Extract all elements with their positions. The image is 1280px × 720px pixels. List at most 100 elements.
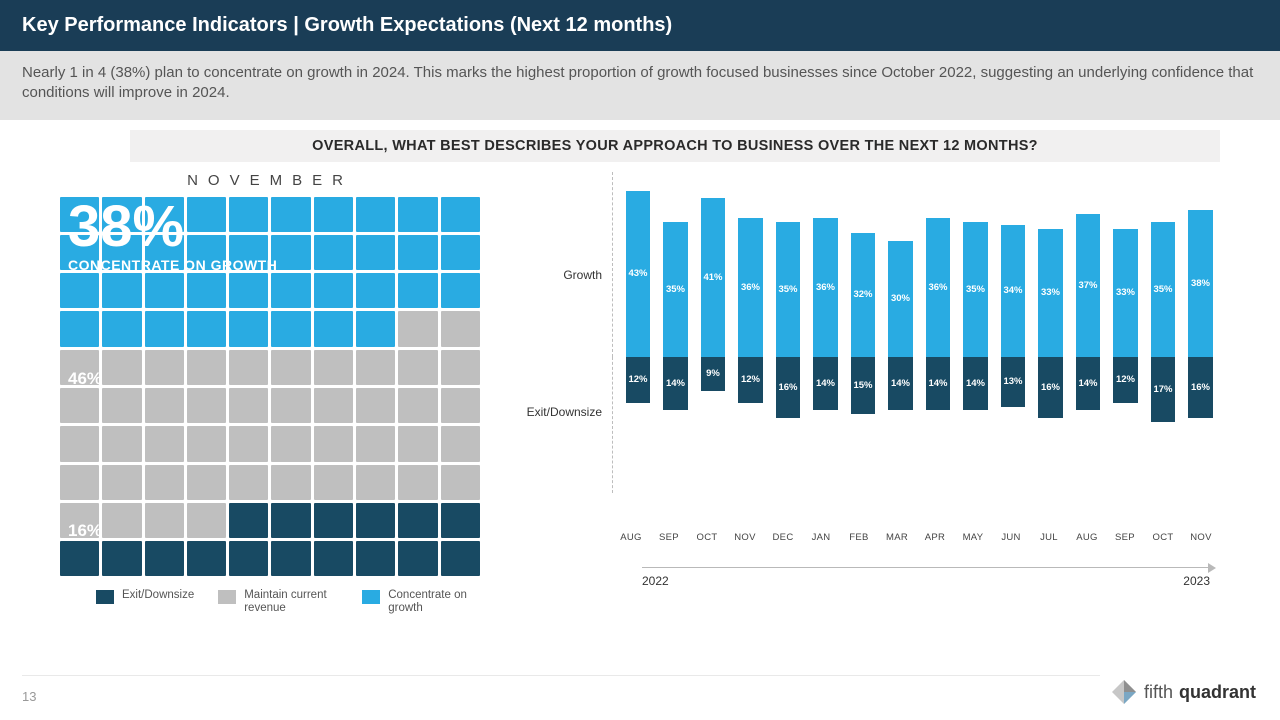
waffle-cell bbox=[102, 235, 141, 270]
chart-wrap: Growth Exit/Downsize 43%12%35%14%41%9%36… bbox=[522, 172, 1220, 542]
exit-bar: 14% bbox=[963, 357, 988, 411]
growth-bar-label: 33% bbox=[1116, 287, 1135, 298]
waffle-cell bbox=[356, 426, 395, 461]
legend-swatch bbox=[218, 590, 236, 604]
waffle-cell bbox=[356, 273, 395, 308]
waffle-cell bbox=[60, 388, 99, 423]
waffle-cell bbox=[187, 426, 226, 461]
exit-bar: 13% bbox=[1001, 357, 1026, 407]
exit-bar-label: 14% bbox=[928, 378, 947, 389]
subtitle-text: Nearly 1 in 4 (38%) plan to concentrate … bbox=[22, 64, 1253, 101]
legend-swatch bbox=[362, 590, 380, 604]
waffle-cell bbox=[356, 388, 395, 423]
waffle-month-label: NOVEMBER bbox=[60, 172, 480, 189]
waffle-cell bbox=[398, 235, 437, 270]
waffle-cell bbox=[271, 350, 310, 385]
x-axis-label: FEB bbox=[840, 532, 878, 543]
legend-item: Concentrate on growth bbox=[362, 589, 480, 615]
waffle-cell bbox=[229, 273, 268, 308]
growth-bar: 41% bbox=[701, 198, 726, 356]
x-axis-label: SEP bbox=[650, 532, 688, 543]
x-axis-label: DEC bbox=[764, 532, 802, 543]
y-guide-up bbox=[612, 172, 613, 357]
waffle-cell bbox=[441, 465, 480, 500]
waffle-cell bbox=[145, 388, 184, 423]
growth-bar: 30% bbox=[888, 241, 913, 357]
waffle-cell bbox=[187, 541, 226, 576]
exit-bar: 9% bbox=[701, 357, 726, 392]
y-label-exit: Exit/Downsize bbox=[512, 405, 602, 419]
waffle-cell bbox=[398, 426, 437, 461]
waffle-cell bbox=[441, 235, 480, 270]
page-title: Key Performance Indicators | Growth Expe… bbox=[22, 14, 672, 36]
waffle-cell bbox=[441, 311, 480, 346]
waffle-cell bbox=[314, 541, 353, 576]
x-axis-label: OCT bbox=[688, 532, 726, 543]
x-axis-label: NOV bbox=[1182, 532, 1220, 543]
waffle-cell bbox=[187, 503, 226, 538]
page-number: 13 bbox=[22, 689, 36, 704]
waffle-cell bbox=[145, 350, 184, 385]
bars-container: 43%12%35%14%41%9%36%12%35%16%36%14%32%15… bbox=[622, 172, 1220, 542]
legend-item: Exit/Downsize bbox=[96, 589, 194, 604]
legend-label: Exit/Downsize bbox=[122, 589, 194, 602]
waffle-legend: Exit/DownsizeMaintain current revenueCon… bbox=[60, 589, 480, 615]
waffle-cell bbox=[441, 350, 480, 385]
waffle-cell bbox=[229, 426, 268, 461]
waffle-cell bbox=[271, 541, 310, 576]
exit-bar-label: 16% bbox=[778, 382, 797, 393]
waffle-cell bbox=[187, 273, 226, 308]
waffle-cell bbox=[145, 541, 184, 576]
growth-bar-label: 36% bbox=[816, 282, 835, 293]
bar-group: 36% 14% bbox=[922, 172, 958, 542]
waffle-cell bbox=[314, 197, 353, 232]
waffle-cell bbox=[102, 426, 141, 461]
growth-bar-label: 35% bbox=[966, 284, 985, 295]
waffle-cell bbox=[441, 388, 480, 423]
bar-group: 33%16% bbox=[1035, 172, 1071, 542]
exit-bar-label: 14% bbox=[816, 378, 835, 389]
waffle-cell bbox=[398, 350, 437, 385]
waffle-cell bbox=[314, 273, 353, 308]
waffle-cell bbox=[271, 426, 310, 461]
waffle-cell bbox=[314, 235, 353, 270]
x-axis-label: JAN bbox=[802, 532, 840, 543]
waffle-cell bbox=[229, 235, 268, 270]
waffle-cell bbox=[60, 197, 99, 232]
growth-bar: 38% bbox=[1188, 210, 1213, 356]
content-area: OVERALL, WHAT BEST DESCRIBES YOUR APPROA… bbox=[0, 120, 1280, 615]
bar-group: 36%12% bbox=[735, 172, 771, 542]
waffle-panel: NOVEMBER 38% CONCENTRATE ON GROWTH 46% 1… bbox=[60, 172, 480, 615]
exit-bar: 14% bbox=[663, 357, 688, 411]
waffle-cell bbox=[314, 388, 353, 423]
x-axis-label: MAY bbox=[954, 532, 992, 543]
growth-bar-label: 35% bbox=[778, 284, 797, 295]
bar-group: 41% 9% bbox=[697, 172, 733, 542]
exit-bar: 15% bbox=[851, 357, 876, 415]
waffle-cell bbox=[187, 388, 226, 423]
exit-bar-label: 14% bbox=[891, 378, 910, 389]
logo-text-1: fifth bbox=[1144, 682, 1173, 703]
logo: fifthquadrant bbox=[1110, 678, 1256, 706]
waffle-cell bbox=[398, 503, 437, 538]
bar-group: 35% 14% bbox=[960, 172, 996, 542]
waffle-cell bbox=[314, 426, 353, 461]
footer-rule bbox=[22, 675, 1100, 676]
waffle-cell bbox=[356, 541, 395, 576]
waffle-cell bbox=[229, 541, 268, 576]
waffle-cell bbox=[102, 350, 141, 385]
waffle-cell bbox=[102, 503, 141, 538]
growth-bar-label: 36% bbox=[928, 282, 947, 293]
growth-bar-label: 41% bbox=[703, 272, 722, 283]
waffle-cell bbox=[145, 197, 184, 232]
exit-bar: 17% bbox=[1151, 357, 1176, 423]
question-heading: OVERALL, WHAT BEST DESCRIBES YOUR APPROA… bbox=[130, 130, 1220, 162]
bar-group: 35%17% bbox=[1147, 172, 1183, 542]
waffle-cell bbox=[102, 197, 141, 232]
waffle-cell bbox=[271, 503, 310, 538]
x-axis-label: AUG bbox=[612, 532, 650, 543]
waffle-cell bbox=[229, 465, 268, 500]
growth-bar: 36% bbox=[813, 218, 838, 357]
y-guide-down bbox=[612, 357, 613, 494]
growth-bar: 37% bbox=[1076, 214, 1101, 357]
